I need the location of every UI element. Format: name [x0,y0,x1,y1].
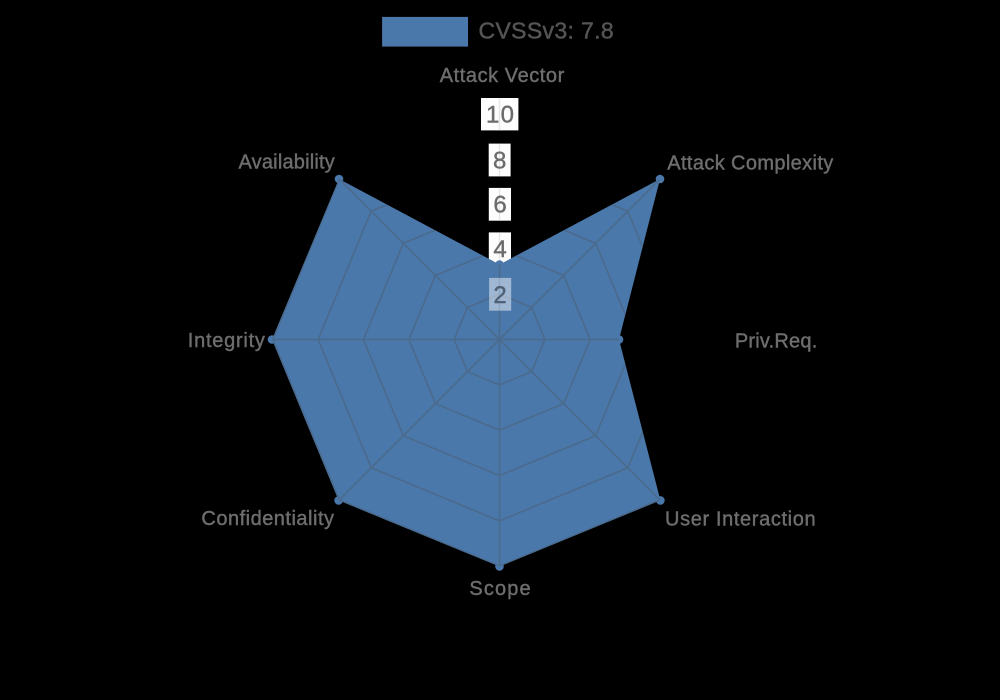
svg-text:Confidentiality: Confidentiality [201,508,334,530]
svg-text:Attack Complexity: Attack Complexity [667,153,833,175]
svg-text:Scope: Scope [469,578,531,600]
svg-text:10: 10 [486,101,516,128]
svg-text:CVSSv3: 7.8: CVSSv3: 7.8 [479,18,615,44]
svg-text:Attack Vector: Attack Vector [440,65,565,87]
svg-text:Availability: Availability [238,151,335,173]
svg-text:2: 2 [493,282,506,309]
svg-text:4: 4 [493,236,506,263]
svg-text:Priv.Req.: Priv.Req. [735,330,818,352]
svg-text:Integrity: Integrity [188,330,266,352]
svg-text:6: 6 [493,192,506,219]
svg-text:8: 8 [493,148,506,175]
svg-text:User Interaction: User Interaction [665,508,816,530]
